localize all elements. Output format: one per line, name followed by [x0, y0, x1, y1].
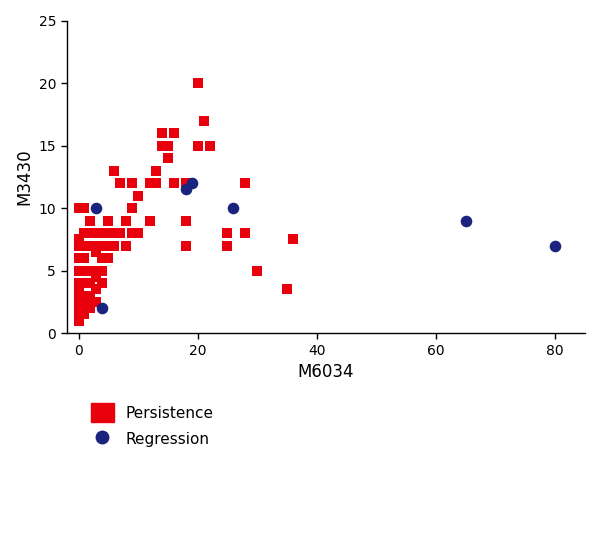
Point: [98, 266, 107, 275]
Point: [109, 166, 119, 175]
Point: [282, 285, 292, 294]
Point: [80, 229, 89, 238]
Point: [74, 310, 83, 319]
Point: [74, 266, 83, 275]
Point: [80, 241, 89, 250]
Point: [127, 204, 137, 213]
Point: [86, 216, 95, 225]
Point: [86, 266, 95, 275]
Point: [104, 241, 113, 250]
Point: [86, 241, 95, 250]
Point: [80, 310, 89, 319]
Point: [115, 229, 125, 238]
Point: [187, 179, 197, 188]
Point: [169, 129, 179, 138]
Point: [80, 304, 89, 312]
Point: [229, 204, 238, 213]
Point: [92, 241, 101, 250]
Point: [193, 79, 202, 87]
Point: [86, 297, 95, 306]
Point: [104, 216, 113, 225]
Point: [121, 216, 131, 225]
Point: [461, 216, 470, 225]
Point: [80, 291, 89, 300]
Point: [74, 297, 83, 306]
Point: [205, 141, 214, 150]
Point: [86, 229, 95, 238]
Point: [157, 141, 167, 150]
Point: [163, 141, 173, 150]
Point: [74, 291, 83, 300]
Point: [181, 179, 191, 188]
Point: [550, 241, 560, 250]
Point: [80, 297, 89, 306]
Point: [86, 291, 95, 300]
Y-axis label: M3430: M3430: [15, 149, 33, 205]
Point: [92, 204, 101, 213]
Point: [92, 297, 101, 306]
Point: [86, 304, 95, 312]
Point: [74, 204, 83, 213]
Point: [133, 191, 143, 200]
Point: [127, 179, 137, 188]
Legend: Persistence, Regression: Persistence, Regression: [85, 397, 220, 455]
Point: [181, 241, 191, 250]
Point: [98, 278, 107, 287]
Point: [127, 229, 137, 238]
Point: [92, 266, 101, 275]
Point: [80, 278, 89, 287]
Point: [98, 253, 107, 262]
Point: [199, 116, 208, 125]
Point: [104, 253, 113, 262]
Point: [98, 229, 107, 238]
Point: [169, 179, 179, 188]
Point: [74, 285, 83, 294]
Point: [151, 166, 161, 175]
Point: [74, 278, 83, 287]
Point: [223, 229, 232, 238]
Point: [193, 141, 202, 150]
Point: [74, 253, 83, 262]
Point: [92, 285, 101, 294]
Point: [151, 179, 161, 188]
Point: [253, 266, 262, 275]
Point: [86, 278, 95, 287]
Point: [92, 229, 101, 238]
Point: [74, 304, 83, 312]
Point: [181, 185, 191, 194]
Point: [104, 229, 113, 238]
Point: [157, 129, 167, 138]
Point: [223, 241, 232, 250]
Point: [80, 266, 89, 275]
Point: [80, 253, 89, 262]
X-axis label: M6034: M6034: [298, 363, 354, 381]
Point: [145, 216, 155, 225]
Point: [98, 304, 107, 312]
Point: [98, 241, 107, 250]
Point: [241, 179, 250, 188]
Point: [241, 229, 250, 238]
Point: [115, 179, 125, 188]
Point: [181, 216, 191, 225]
Point: [74, 241, 83, 250]
Point: [288, 235, 298, 244]
Point: [80, 204, 89, 213]
Point: [109, 229, 119, 238]
Point: [74, 316, 83, 325]
Point: [163, 154, 173, 163]
Point: [92, 247, 101, 256]
Point: [133, 229, 143, 238]
Point: [74, 235, 83, 244]
Point: [109, 241, 119, 250]
Point: [145, 179, 155, 188]
Point: [92, 272, 101, 281]
Point: [121, 241, 131, 250]
